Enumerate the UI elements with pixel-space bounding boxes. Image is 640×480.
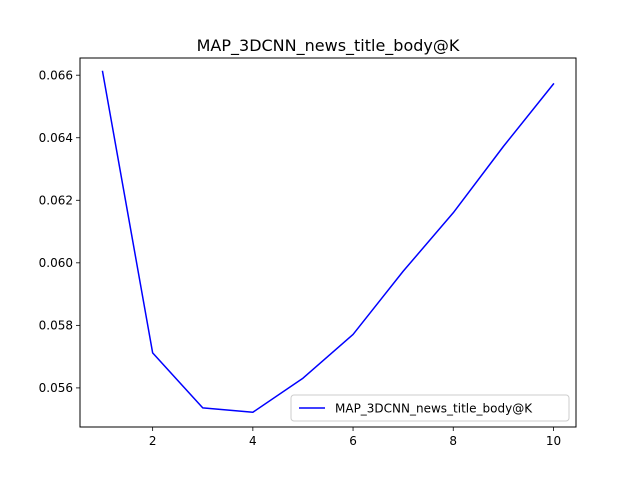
y-tick-label: 0.058 bbox=[39, 319, 73, 333]
y-tick-label: 0.064 bbox=[39, 131, 73, 145]
x-axis: 2 4 6 8 10 bbox=[149, 427, 561, 448]
chart-title: MAP_3DCNN_news_title_body@K bbox=[197, 36, 460, 56]
legend: MAP_3DCNN_news_title_body@K bbox=[290, 394, 570, 422]
x-tick-label: 6 bbox=[349, 434, 357, 448]
y-tick-label: 0.062 bbox=[39, 193, 73, 207]
plot-area bbox=[79, 57, 577, 428]
legend-label: MAP_3DCNN_news_title_body@K bbox=[335, 402, 533, 416]
x-tick-label: 10 bbox=[546, 434, 561, 448]
y-tick-label: 0.066 bbox=[39, 68, 73, 82]
x-tick-label: 8 bbox=[449, 434, 457, 448]
y-axis: 0.056 0.058 0.060 0.062 0.064 0.066 bbox=[39, 68, 80, 395]
y-tick-label: 0.056 bbox=[39, 381, 73, 395]
plot-frame bbox=[79, 57, 577, 428]
legend-box bbox=[290, 394, 570, 422]
x-tick-label: 4 bbox=[249, 434, 257, 448]
y-tick-label: 0.060 bbox=[39, 256, 73, 270]
series-line-0 bbox=[101, 70, 555, 414]
x-tick-label: 2 bbox=[149, 434, 157, 448]
